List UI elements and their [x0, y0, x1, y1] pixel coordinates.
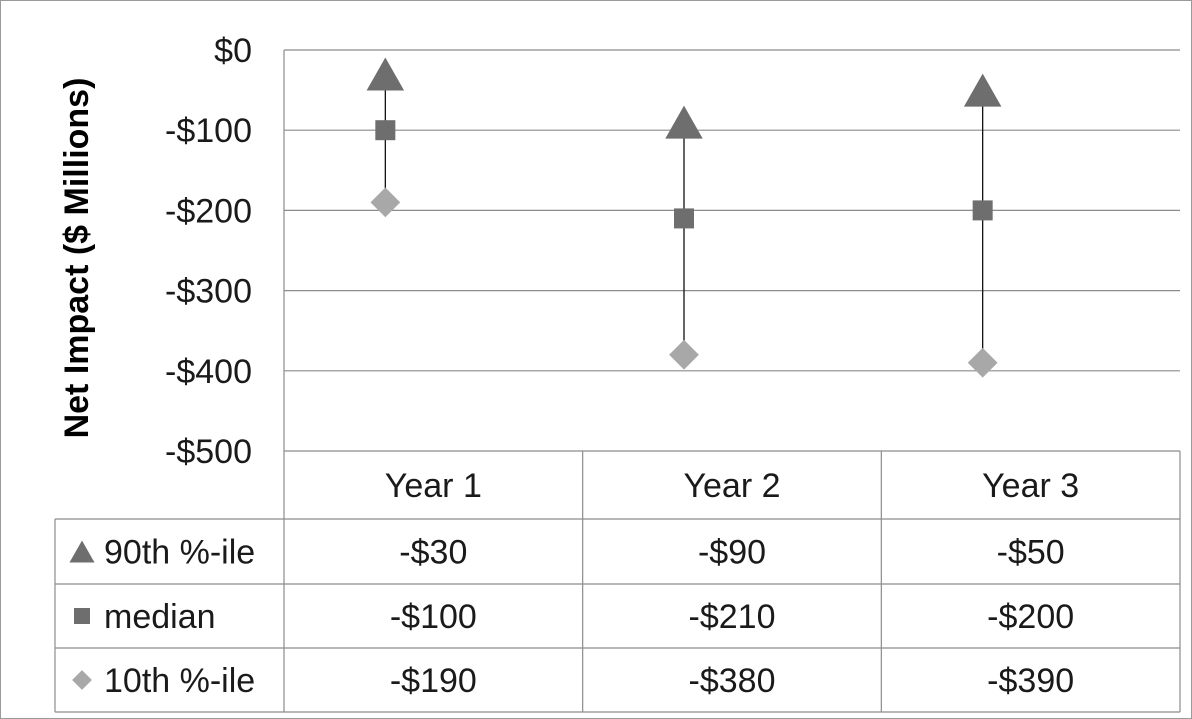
data-label: -$390 [987, 662, 1074, 700]
data-label: -$100 [390, 598, 477, 636]
legend-key-triangle [69, 540, 95, 563]
triangle-marker [366, 57, 405, 91]
data-markers [366, 57, 1002, 378]
y-tick-labels: $0 -$100 -$200 -$300 -$400 -$500 [165, 32, 252, 471]
square-marker [972, 200, 993, 221]
y-tick-label: -$100 [165, 112, 252, 150]
gridlines [283, 49, 1180, 451]
triangle-marker [963, 73, 1002, 107]
data-label: -$30 [399, 534, 467, 572]
square-marker [375, 120, 396, 141]
diamond-marker [669, 339, 699, 370]
y-tick-label: $0 [214, 32, 252, 70]
category-label: Year 3 [982, 467, 1079, 505]
square-marker [674, 208, 694, 229]
y-tick-label: -$300 [165, 273, 252, 311]
data-label: -$50 [997, 534, 1065, 572]
y-axis-label: Net Impact ($ Millions) [58, 78, 96, 439]
category-label: Year 1 [385, 467, 482, 505]
legend-key-square [74, 608, 90, 624]
data-label: -$380 [689, 662, 776, 700]
data-label: -$210 [689, 598, 776, 636]
legend-label: 10th %-ile [104, 662, 255, 700]
data-label: -$90 [698, 534, 766, 572]
category-label: Year 2 [683, 467, 780, 505]
data-label: -$200 [987, 598, 1074, 636]
legend-key-diamond [72, 670, 92, 690]
y-tick-label: -$200 [165, 192, 252, 230]
diamond-marker [370, 187, 401, 218]
diamond-marker [967, 347, 998, 378]
y-tick-label: -$400 [165, 353, 252, 391]
data-table: Year 1 Year 2 Year 3 90th %-ile -$30 -$90 -$50… [54, 450, 1181, 713]
legend-label: 90th %-ile [104, 534, 255, 572]
legend-label: median [104, 598, 216, 636]
triangle-marker [665, 105, 703, 139]
data-label: -$190 [390, 662, 477, 700]
y-tick-label: -$500 [165, 433, 252, 471]
